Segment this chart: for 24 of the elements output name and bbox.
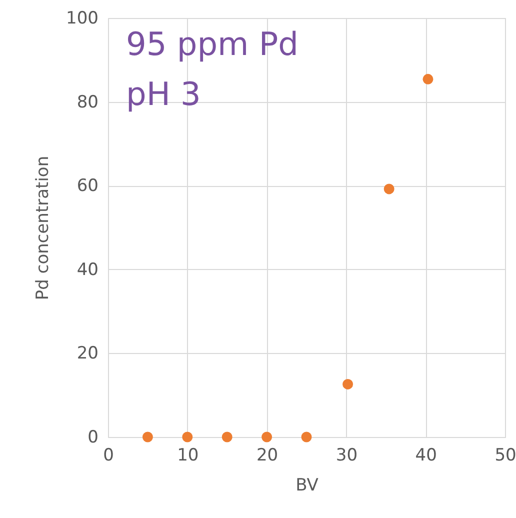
point bbox=[301, 432, 312, 442]
y-tick-label: 80 bbox=[76, 92, 98, 112]
y-tick-label: 20 bbox=[76, 344, 98, 364]
y-axis-title: Pd concentration bbox=[33, 156, 54, 300]
y-tick-label: 100 bbox=[66, 8, 98, 28]
x-tick-label: 0 bbox=[103, 446, 114, 466]
x-tick-label: 30 bbox=[336, 446, 358, 466]
point bbox=[422, 74, 434, 84]
point bbox=[262, 432, 272, 442]
y-tick-label: 0 bbox=[88, 428, 98, 448]
point bbox=[182, 432, 193, 442]
point bbox=[384, 184, 394, 194]
x-tick-label: 50 bbox=[494, 446, 516, 466]
annotation: pH 3 bbox=[126, 75, 201, 113]
y-tick-label: 40 bbox=[76, 260, 98, 280]
annotation: 95 ppm Pd bbox=[126, 25, 298, 63]
point bbox=[342, 378, 354, 390]
x-tick-label: 40 bbox=[415, 446, 437, 466]
x-tick-label: 10 bbox=[177, 446, 199, 466]
x-tick-label: 20 bbox=[256, 446, 278, 466]
y-tick-label: 60 bbox=[76, 176, 98, 196]
point bbox=[142, 432, 153, 442]
x-axis-title: BV bbox=[296, 476, 319, 496]
point bbox=[222, 432, 232, 442]
